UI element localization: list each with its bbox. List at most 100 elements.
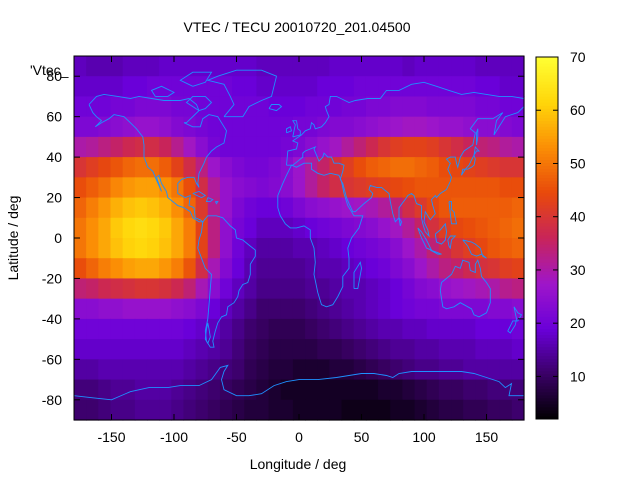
heatmap-cell: [159, 298, 172, 320]
coastline: [73, 364, 524, 401]
heatmap-cell: [74, 116, 87, 138]
heatmap-cell: [195, 399, 209, 421]
colorbar-segment: [536, 195, 558, 200]
heatmap-cell: [487, 258, 501, 280]
heatmap-cell: [207, 379, 221, 401]
y-tick-label: -60: [42, 351, 62, 367]
colorbar-segment: [536, 147, 558, 152]
colorbar-segment: [536, 367, 558, 372]
heatmap-cell: [426, 238, 440, 259]
heatmap-cell: [244, 116, 258, 138]
heatmap-cell: [122, 96, 136, 118]
heatmap-cell: [134, 76, 148, 98]
colorbar-segment: [536, 180, 558, 185]
heatmap-cell: [110, 238, 124, 259]
heatmap-cell: [244, 359, 258, 381]
heatmap-cell: [426, 76, 440, 98]
heatmap-cell: [244, 339, 258, 360]
heatmap-cell: [183, 136, 197, 158]
colorbar-segment: [536, 177, 558, 182]
heatmap-cell: [232, 339, 245, 360]
heatmap-cell: [390, 318, 403, 340]
colorbar-segment: [536, 120, 558, 124]
heatmap-cell: [268, 56, 282, 77]
x-tick-label: 0: [295, 429, 303, 445]
heatmap-cell: [134, 278, 148, 300]
heatmap-cell: [317, 318, 330, 340]
heatmap-cell: [487, 96, 501, 118]
heatmap-cell: [98, 177, 112, 199]
heatmap-cell: [256, 339, 270, 360]
heatmap-cell: [268, 318, 282, 340]
heatmap-cell: [256, 399, 270, 421]
colorbar-segment: [536, 102, 558, 106]
coastline: [353, 261, 362, 290]
heatmap-cell: [365, 298, 379, 320]
colorbar-segment: [536, 231, 558, 236]
heatmap-cell: [353, 177, 367, 199]
heatmap-cell: [511, 136, 525, 158]
heatmap-cell: [98, 76, 112, 98]
heatmap-cell: [122, 56, 136, 77]
colorbar-segment: [536, 289, 558, 293]
heatmap-cell: [146, 56, 160, 77]
heatmap-cell: [511, 177, 525, 199]
colorbar-segment: [536, 201, 558, 206]
heatmap-cell: [268, 258, 282, 280]
heatmap-cell: [414, 359, 428, 381]
heatmap-cell: [159, 96, 172, 118]
heatmap-cell: [438, 76, 452, 98]
heatmap-cell: [207, 136, 221, 158]
colorbar-segment: [536, 78, 558, 82]
heatmap-cell: [353, 96, 367, 118]
heatmap-cell: [511, 157, 525, 178]
heatmap-cell: [341, 339, 355, 360]
heatmap-cell: [280, 136, 294, 158]
heatmap-cell: [110, 359, 124, 381]
heatmap-cell: [402, 56, 416, 77]
colorbar-segment: [536, 189, 558, 194]
heatmap-cell: [353, 258, 367, 280]
heatmap-cell: [292, 56, 306, 77]
heatmap-cell: [365, 76, 379, 98]
heatmap-cell: [390, 379, 403, 401]
coastline: [462, 239, 487, 259]
heatmap-cell: [122, 278, 136, 300]
heatmap-cell: [414, 339, 428, 360]
colorbar-segment: [536, 322, 558, 326]
heatmap-cell: [341, 197, 355, 219]
colorbar-segment: [536, 397, 558, 402]
heatmap-cell: [146, 339, 160, 360]
coastline: [461, 146, 481, 176]
heatmap-cell: [244, 96, 258, 118]
colorbar-segment: [536, 409, 558, 414]
heatmap-cell: [110, 258, 124, 280]
heatmap-cell: [256, 359, 270, 381]
heatmap-cell: [159, 157, 172, 178]
heatmap-cell: [280, 217, 294, 239]
heatmap-cell: [122, 318, 136, 340]
colorbar-segment: [536, 171, 558, 176]
heatmap-cell: [171, 56, 185, 77]
heatmap-cell: [171, 136, 185, 158]
heatmap-cell: [98, 278, 112, 300]
heatmap-cell: [414, 298, 428, 320]
heatmap-cell: [499, 318, 513, 340]
heatmap-cell: [499, 197, 513, 219]
heatmap-cell: [256, 56, 270, 77]
coastline: [204, 322, 211, 345]
heatmap-cell: [292, 238, 306, 259]
y-axis-ticks: -80 -60 -40 -20 0 20 40 60 80: [42, 68, 524, 408]
heatmap-cell: [475, 217, 489, 239]
heatmap-cell: [451, 298, 464, 320]
heatmap-cell: [353, 399, 367, 421]
heatmap-cell: [487, 136, 501, 158]
heatmap-cell: [499, 136, 513, 158]
heatmap-cell: [511, 197, 525, 219]
heatmap-cell: [329, 76, 343, 98]
heatmap-cell: [244, 76, 258, 98]
heatmap-cell: [98, 96, 112, 118]
heatmap-cell: [146, 399, 160, 421]
heatmap-cell: [280, 197, 294, 219]
colorbar-segment: [536, 400, 558, 405]
